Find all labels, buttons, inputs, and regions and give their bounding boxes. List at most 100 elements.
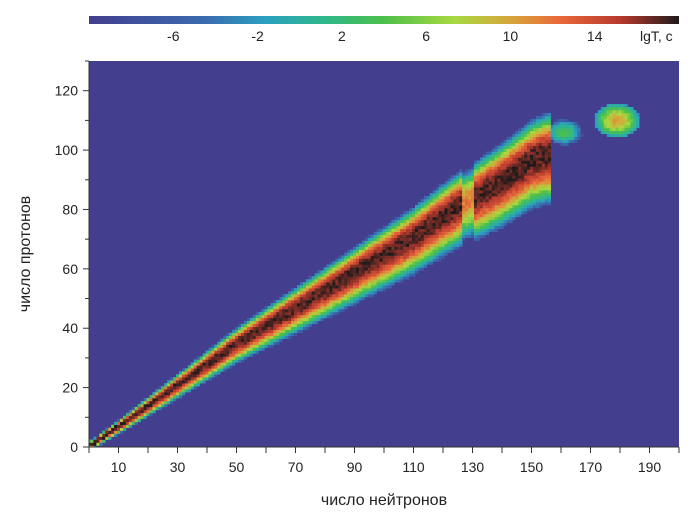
heat-cell xyxy=(370,258,374,262)
heat-cell xyxy=(382,243,386,247)
heat-cell xyxy=(459,205,463,209)
heat-cell xyxy=(382,288,386,292)
heat-cell xyxy=(294,294,298,298)
heat-cell xyxy=(187,374,192,378)
heat-cell xyxy=(305,305,310,310)
heat-cell xyxy=(388,225,392,230)
heat-cell xyxy=(376,267,380,271)
heat-cell xyxy=(547,121,551,126)
heat-cell xyxy=(530,136,534,140)
heat-cell xyxy=(379,246,383,250)
heat-cell xyxy=(187,380,192,384)
heat-cell xyxy=(202,374,206,378)
heat-cell xyxy=(453,213,457,218)
heat-cell xyxy=(538,136,543,140)
heat-cell xyxy=(220,362,224,366)
heat-cell xyxy=(530,196,534,200)
heat-cell xyxy=(108,433,112,437)
heat-cell xyxy=(376,264,380,268)
heat-cell xyxy=(282,317,286,322)
heat-cell xyxy=(332,294,336,298)
heat-cell xyxy=(476,216,481,221)
heat-cell xyxy=(406,246,410,250)
heat-cell xyxy=(361,255,366,259)
heat-cell xyxy=(482,219,487,224)
heat-cell xyxy=(311,320,315,325)
heat-cell xyxy=(258,341,262,345)
heat-cell xyxy=(497,205,501,209)
heat-cell xyxy=(137,418,141,423)
heat-cell xyxy=(373,285,377,289)
heat-cell xyxy=(99,433,103,437)
heat-cell xyxy=(258,347,262,351)
heat-cell xyxy=(476,237,481,241)
heat-cell xyxy=(491,190,495,194)
heat-cell xyxy=(294,317,298,322)
heat-cell xyxy=(535,136,540,140)
heat-cell xyxy=(532,178,537,182)
heat-cell xyxy=(497,207,501,212)
heat-cell xyxy=(538,175,543,179)
heat-cell xyxy=(471,187,475,191)
heat-cell xyxy=(288,308,292,313)
heat-cell xyxy=(338,297,342,301)
heat-cell xyxy=(288,300,292,304)
heat-cell xyxy=(462,184,466,188)
heat-cell xyxy=(223,365,227,369)
heat-cell xyxy=(353,252,357,256)
heat-cell xyxy=(226,356,230,360)
heat-cell xyxy=(535,124,540,129)
heat-cell xyxy=(193,368,197,372)
heat-cell xyxy=(479,225,484,230)
heat-cell xyxy=(246,320,251,325)
heat-cell xyxy=(173,386,177,390)
heat-cell xyxy=(479,231,484,235)
heat-cell xyxy=(509,219,513,224)
heat-cell xyxy=(547,157,551,161)
heat-cell xyxy=(181,383,186,387)
heat-cell xyxy=(521,196,525,200)
heat-cell xyxy=(305,291,310,295)
heat-cell xyxy=(429,196,433,200)
heat-cell xyxy=(350,261,354,265)
heat-cell xyxy=(294,329,298,333)
heat-cell xyxy=(314,294,318,298)
heat-cell xyxy=(556,139,560,143)
heat-cell xyxy=(544,124,549,129)
heat-cell xyxy=(414,267,419,271)
heat-cell xyxy=(137,406,141,411)
heat-cell xyxy=(612,118,616,123)
heat-cell xyxy=(530,145,534,149)
heat-cell xyxy=(391,264,395,268)
heat-cell xyxy=(400,270,404,274)
heat-cell xyxy=(438,243,442,247)
heat-cell xyxy=(252,326,256,331)
heat-cell xyxy=(131,418,136,423)
heat-cell xyxy=(314,311,318,316)
heat-cell xyxy=(397,243,401,247)
heat-cell xyxy=(273,326,277,331)
heat-cell xyxy=(432,222,436,227)
heat-cell xyxy=(299,308,304,313)
heat-cell xyxy=(494,228,498,233)
heat-cell xyxy=(240,344,245,348)
heat-cell xyxy=(314,320,318,325)
heat-cell xyxy=(282,323,286,328)
heat-cell xyxy=(530,154,534,158)
heat-cell xyxy=(618,104,622,108)
heat-cell xyxy=(515,178,519,182)
heat-cell xyxy=(456,181,460,185)
heat-cell xyxy=(394,237,398,241)
heat-cell xyxy=(503,184,507,188)
heat-cell xyxy=(270,326,274,331)
heat-cell xyxy=(530,133,534,138)
heat-cell xyxy=(488,225,492,230)
heat-cell xyxy=(476,187,481,191)
heat-cell xyxy=(532,196,537,200)
heat-cell xyxy=(338,273,342,277)
heat-cell xyxy=(541,154,546,158)
heat-cell xyxy=(465,207,469,212)
heat-cell xyxy=(482,207,487,212)
heat-cell xyxy=(459,237,463,241)
heat-cell xyxy=(232,347,236,351)
